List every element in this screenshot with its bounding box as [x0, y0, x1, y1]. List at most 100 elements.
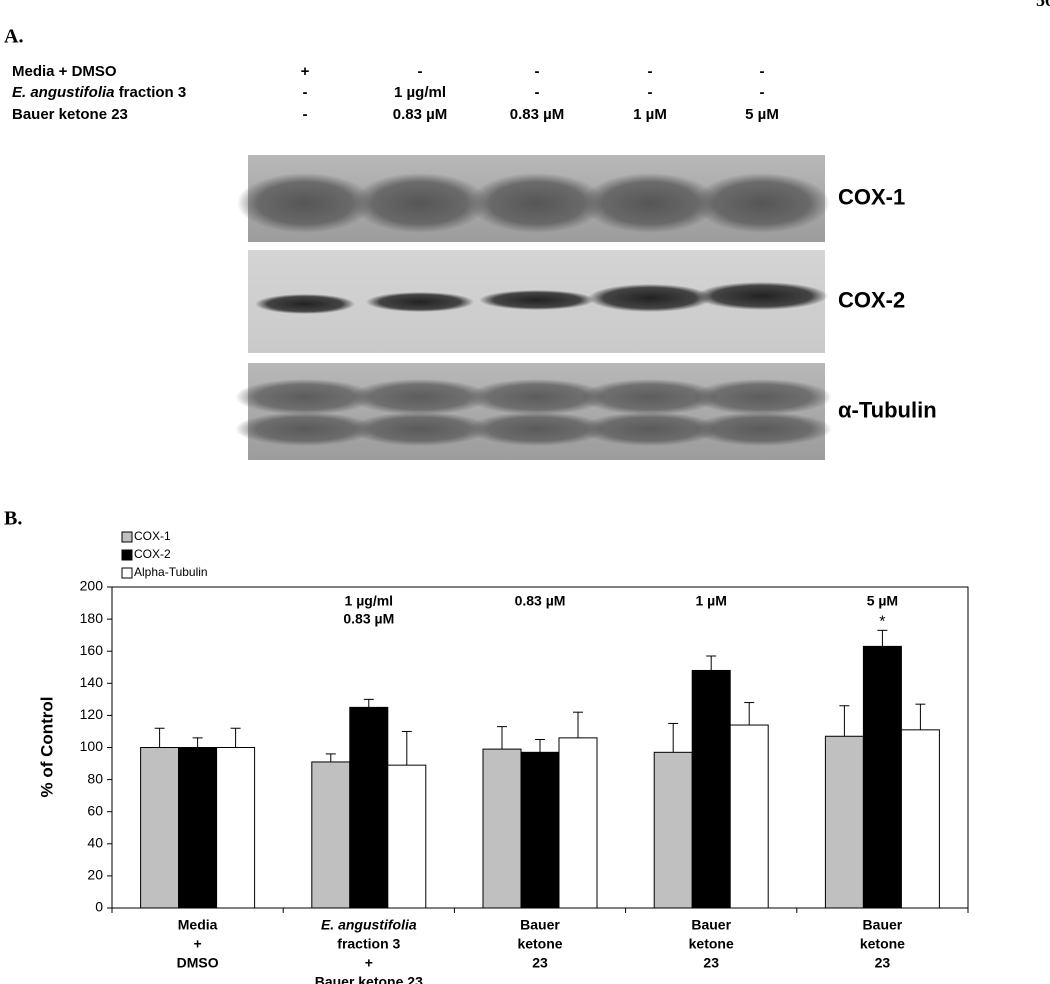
x-tick-label: E. angustifolia: [321, 917, 417, 933]
lane-treatment: -: [535, 63, 540, 80]
treatment-name: E. angustifolia fraction 3: [12, 84, 186, 101]
bar: [900, 729, 940, 909]
blot-band: [692, 412, 832, 446]
lane-treatment: -: [648, 63, 653, 80]
blot-label: COX-2: [838, 287, 905, 312]
lane-treatment: -: [303, 106, 308, 123]
y-tick-label: 40: [87, 835, 103, 851]
x-tick-label: Media: [178, 917, 218, 933]
lane-treatment: -: [760, 84, 765, 101]
treatment-name-italic: E. angustifolia: [12, 84, 115, 101]
significance-marker: *: [879, 614, 885, 631]
panel-label: A.: [4, 26, 23, 48]
bar: [729, 724, 769, 909]
blot-band: [366, 292, 474, 312]
lane-treatment: -: [418, 63, 423, 80]
group-annotation: 1 µg/ml: [345, 593, 394, 609]
treatment-table: Media + DMSO + - - - - E. angustifolia fractio…: [12, 63, 779, 123]
group-annotation: 0.83 µM: [515, 593, 566, 609]
blot-band: [467, 379, 607, 415]
lane-treatment: -: [760, 63, 765, 80]
y-tick-label: 0: [95, 899, 103, 915]
treatment-name: Media + DMSO: [12, 63, 117, 80]
y-tick-label: 120: [80, 706, 104, 722]
y-axis-title: % of Control: [37, 696, 56, 797]
bar: [349, 706, 389, 909]
x-tick-label: +: [365, 955, 373, 971]
blot-band: [352, 173, 488, 233]
group-annotation: 1 µM: [695, 593, 726, 609]
y-tick-label: 100: [80, 738, 104, 754]
bar: [178, 747, 218, 909]
y-tick-label: 180: [80, 610, 104, 626]
x-tick-label: Bauer: [520, 917, 560, 933]
legend-swatch: [121, 567, 133, 579]
blot-band: [692, 379, 832, 415]
x-tick-label: ketone: [517, 936, 562, 952]
x-tick-label: Bauer: [863, 917, 903, 933]
blot-band: [694, 173, 830, 233]
bar: [558, 737, 598, 909]
y-tick-label: 140: [80, 674, 104, 690]
blot-band: [479, 290, 595, 310]
blot-band: [350, 379, 490, 415]
western-blots: COX-1 COX-2 α-Tubulin: [235, 155, 937, 460]
blot-band: [582, 173, 718, 233]
group-annotation: 5 µM: [867, 593, 898, 609]
bar: [387, 764, 427, 909]
treatment-name-text: Media + DMSO: [12, 63, 117, 80]
blot-band: [696, 282, 828, 310]
x-tick-label: 23: [703, 955, 719, 971]
treatment-name-text: fraction 3: [119, 84, 187, 101]
x-tick-label: 23: [532, 955, 548, 971]
y-tick-label: 60: [87, 802, 103, 818]
bar: [140, 747, 180, 909]
blot-band: [580, 412, 720, 446]
page-number: 56: [1036, 0, 1050, 10]
blot-band: [235, 379, 375, 415]
legend-label: COX-1: [134, 529, 171, 543]
y-tick-label: 80: [87, 770, 103, 786]
bar: [824, 735, 864, 909]
legend-label: COX-2: [134, 547, 171, 561]
lane-treatment: 5 µM: [745, 106, 779, 123]
x-tick-label: fraction 3: [337, 936, 400, 952]
bar: [216, 747, 256, 909]
blot-label: COX-1: [838, 184, 905, 209]
blot-label: α-Tubulin: [838, 397, 937, 422]
lane-treatment: -: [535, 84, 540, 101]
x-tick-label: +: [194, 936, 202, 952]
lane-treatment: 0.83 µM: [393, 106, 448, 123]
bar: [653, 751, 693, 909]
blot-band: [255, 294, 355, 314]
lane-treatment: -: [648, 84, 653, 101]
lane-treatment: -: [303, 84, 308, 101]
y-tick-label: 20: [87, 867, 103, 883]
treatment-name: Bauer ketone 23: [12, 106, 128, 123]
blot-band: [588, 284, 712, 312]
x-tick-label: ketone: [689, 936, 734, 952]
panel-label: B.: [4, 508, 22, 530]
legend-label: Alpha-Tubulin: [134, 565, 208, 579]
blot-band: [237, 173, 373, 233]
blot-band: [350, 412, 490, 446]
blot-band: [469, 173, 605, 233]
blot-band: [235, 412, 375, 446]
lane-treatment: +: [301, 63, 310, 80]
lane-treatment: 1 µg/ml: [394, 84, 446, 101]
y-tick-label: 200: [80, 578, 104, 594]
blot-band: [467, 412, 607, 446]
lane-treatment: 1 µM: [633, 106, 667, 123]
legend-swatch: [121, 549, 133, 561]
x-tick-label: Bauer ketone 23: [315, 974, 423, 984]
blot-band: [580, 379, 720, 415]
bar: [311, 761, 351, 909]
bar: [482, 748, 522, 909]
bar: [520, 751, 560, 909]
lane-treatment: 0.83 µM: [510, 106, 565, 123]
bar: [691, 669, 731, 909]
bar-chart: % of Control 0 20 40 60 80 100 120 140 160 180 200…: [37, 529, 969, 984]
x-tick-label: Bauer: [691, 917, 731, 933]
bar: [862, 645, 902, 909]
